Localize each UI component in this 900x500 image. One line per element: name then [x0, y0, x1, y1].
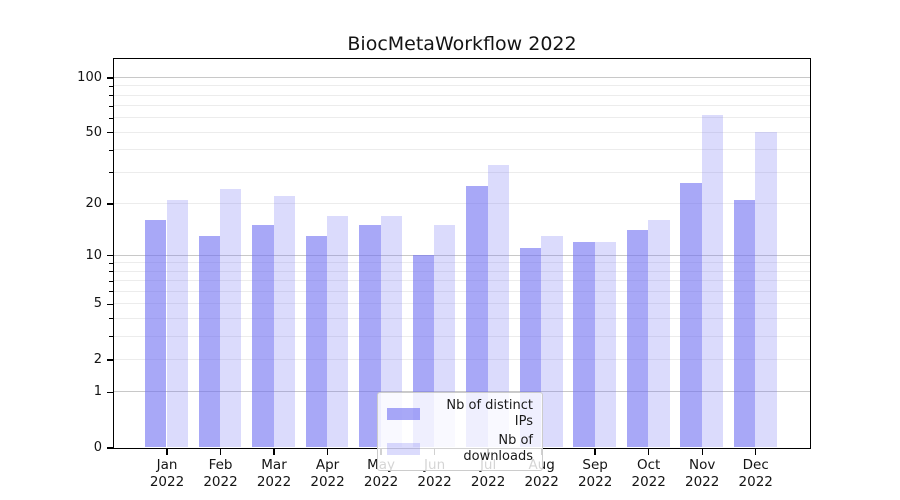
y-minor-tick-mark: [109, 149, 113, 151]
y-minor-tick-mark: [109, 85, 113, 87]
gridline-minor: [113, 149, 810, 151]
gridline-minor: [113, 290, 810, 292]
bar-downloads: [541, 235, 563, 448]
y-tick-mark: [106, 203, 113, 205]
x-tick-mark: [219, 449, 222, 455]
gridline-major: [113, 77, 810, 78]
gridline-minor: [113, 335, 810, 337]
y-tick-mark: [106, 447, 113, 449]
x-tick-mark: [326, 449, 329, 455]
gridline-major: [113, 391, 810, 393]
y-minor-tick-mark: [109, 95, 113, 97]
y-minor-tick-mark: [109, 318, 113, 320]
x-tick-label: Apr 2022: [310, 457, 345, 490]
y-tick-label: 20: [85, 195, 102, 211]
legend-label-downloads: Nb of downloads: [463, 433, 533, 464]
y-tick-mark: [106, 77, 113, 79]
bar-distinct-ips: [252, 225, 274, 448]
y-minor-tick-mark: [109, 271, 113, 273]
y-tick-label: 1: [93, 384, 102, 400]
y-tick-mark: [106, 391, 113, 394]
gridline-minor: [113, 105, 810, 107]
y-minor-tick-mark: [109, 280, 113, 282]
bar-distinct-ips: [733, 199, 756, 448]
bar-downloads: [594, 241, 617, 448]
y-tick-mark: [106, 303, 113, 306]
bar-downloads: [701, 115, 724, 448]
y-tick-mark: [106, 132, 113, 134]
y-tick-label: 2: [93, 351, 102, 367]
x-tick-mark: [166, 449, 168, 455]
gridline-minor: [113, 358, 810, 360]
legend-entry-distinct-ips: Nb of distinct IPs: [387, 398, 533, 430]
bar-distinct-ips: [198, 235, 220, 448]
y-tick-label: 50: [85, 124, 102, 140]
bar-downloads: [327, 215, 349, 448]
legend-entry-downloads: Nb of downloads: [387, 433, 533, 465]
x-tick-label: Oct 2022: [631, 457, 666, 490]
y-tick-label: 100: [77, 70, 102, 85]
y-minor-tick-mark: [109, 105, 113, 107]
x-tick-mark: [701, 449, 703, 455]
legend-swatch-distinct-ips: [387, 408, 420, 420]
gridline-minor: [113, 317, 810, 319]
y-tick-label: 0: [93, 440, 102, 455]
bar-downloads: [166, 199, 188, 448]
legend: Nb of distinct IPs Nb of downloads: [377, 392, 543, 471]
x-tick-label: Jan 2022: [149, 457, 185, 490]
y-minor-tick-mark: [109, 336, 113, 338]
bar-distinct-ips: [305, 235, 328, 448]
gridline-minor: [113, 202, 810, 204]
gridline-minor: [113, 94, 810, 96]
bar-downloads: [487, 164, 509, 448]
gridline-minor: [113, 280, 810, 282]
bar-distinct-ips: [573, 241, 595, 448]
y-minor-tick-mark: [109, 291, 113, 293]
bar-downloads: [434, 225, 456, 448]
x-tick-mark: [273, 449, 275, 455]
gridline-minor: [113, 117, 810, 119]
bar-distinct-ips: [466, 186, 488, 448]
chart-title: BiocMetaWorkflow 2022: [347, 33, 577, 55]
gridline-minor: [113, 270, 810, 272]
x-tick-mark: [755, 449, 757, 455]
x-tick-label: Mar 2022: [256, 457, 292, 490]
y-minor-tick-mark: [109, 117, 113, 119]
bar-downloads: [755, 132, 777, 448]
gridline-minor: [113, 85, 810, 87]
y-minor-tick-mark: [109, 172, 113, 174]
legend-label-distinct-ips: Nb of distinct IPs: [446, 398, 533, 429]
bar-distinct-ips: [626, 230, 649, 448]
bar-downloads: [648, 220, 670, 448]
gridline-minor: [113, 303, 810, 305]
x-tick-mark: [594, 449, 596, 455]
gridline-major: [113, 254, 810, 256]
y-tick-label: 5: [93, 296, 102, 312]
y-tick-mark: [106, 255, 113, 257]
bar-downloads: [220, 189, 242, 448]
y-tick-mark: [106, 359, 113, 361]
legend-swatch-downloads: [387, 443, 420, 455]
bar-distinct-ips: [145, 220, 167, 448]
y-tick-label: 10: [85, 247, 102, 263]
x-tick-label: Sep 2022: [577, 457, 613, 490]
plot-area: [112, 57, 811, 449]
bar-downloads: [380, 215, 402, 448]
y-minor-tick-mark: [109, 262, 113, 264]
bar-distinct-ips: [680, 183, 702, 448]
x-tick-mark: [647, 449, 650, 455]
x-tick-label: Feb 2022: [203, 457, 238, 490]
gridline-minor: [113, 171, 810, 173]
bar-distinct-ips: [359, 225, 381, 448]
x-tick-label: Dec 2022: [738, 457, 773, 490]
bar-downloads: [273, 196, 295, 448]
gridline-minor: [113, 131, 810, 133]
x-tick-label: Nov 2022: [685, 457, 720, 490]
gridline-minor: [113, 262, 810, 264]
